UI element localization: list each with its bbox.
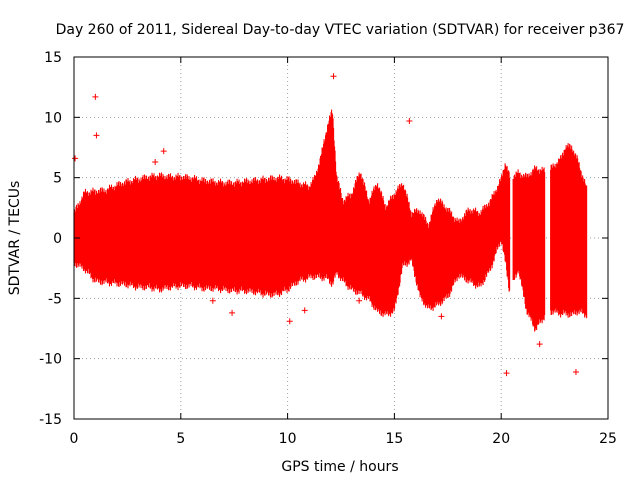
x-tick-label: 20: [492, 431, 510, 447]
x-tick-label: 15: [385, 431, 403, 447]
data-point: [160, 148, 167, 155]
chart-title: Day 260 of 2011, Sidereal Day-to-day VTE…: [56, 22, 625, 38]
y-tick-label: -5: [48, 291, 62, 307]
x-axis-label: GPS time / hours: [281, 459, 398, 475]
y-tick-label: 0: [53, 231, 62, 247]
data-point: [438, 313, 445, 320]
data-point: [286, 318, 293, 325]
y-axis-label: SDTVAR / TECUs: [7, 181, 23, 296]
data-point: [406, 117, 413, 124]
data-point: [330, 73, 337, 80]
data-point: [572, 368, 579, 375]
data-point: [568, 231, 575, 238]
data-point: [536, 341, 543, 348]
data-point: [301, 307, 308, 314]
data-point: [503, 370, 510, 377]
y-tick-label: 15: [44, 50, 62, 66]
x-tick-label: 25: [599, 431, 617, 447]
data-point: [356, 297, 363, 304]
data-series: [72, 73, 588, 377]
y-tick-label: 5: [53, 171, 62, 187]
data-point: [92, 93, 99, 100]
x-tick-label: 10: [279, 431, 297, 447]
data-point: [209, 297, 216, 304]
y-tick-label: -10: [39, 352, 62, 368]
x-tick-label: 0: [70, 431, 79, 447]
y-tick-label: 10: [44, 110, 62, 126]
data-point: [93, 132, 100, 139]
y-tick-label: -15: [39, 412, 62, 428]
x-tick-label: 5: [176, 431, 185, 447]
data-point: [152, 158, 159, 165]
data-point: [229, 309, 236, 316]
axis-ticks: 0 5 10 15 20 25 -15 -10 -5 0 5 10 15: [39, 50, 617, 447]
data-point: [72, 155, 79, 162]
